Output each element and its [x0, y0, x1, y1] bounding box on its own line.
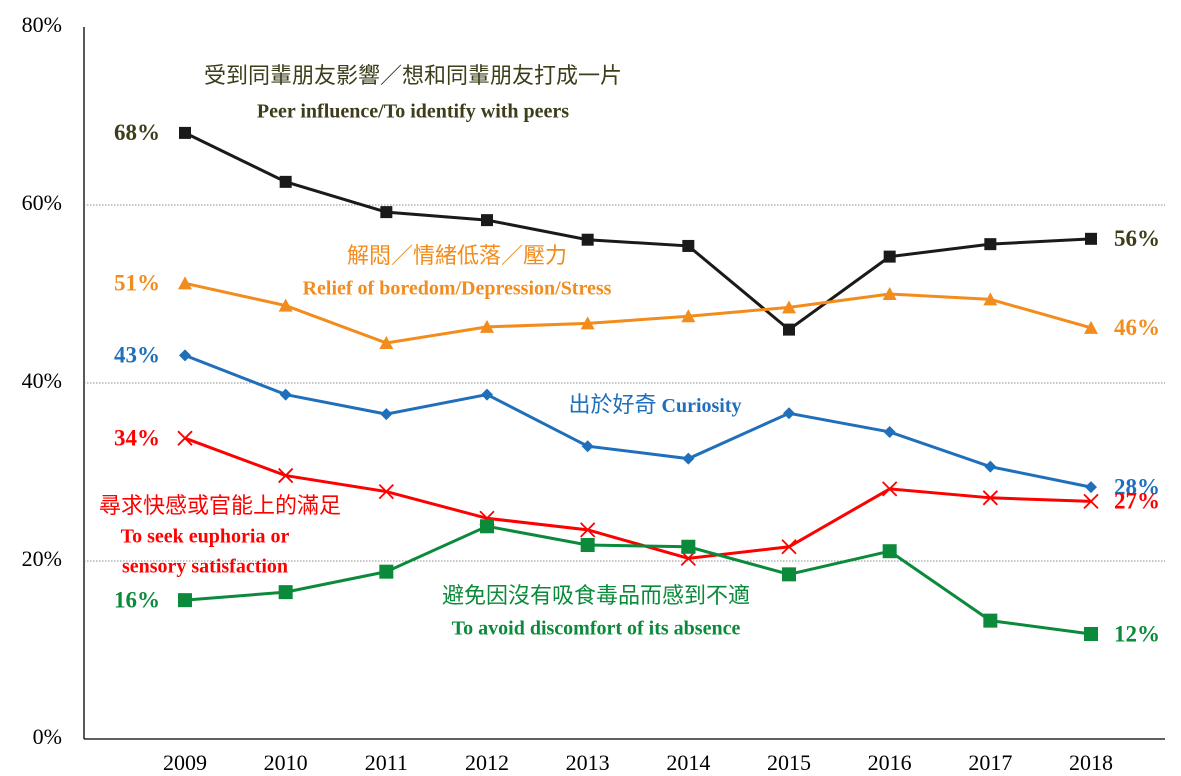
- series-name-en: Relief of boredom/Depression/Stress: [303, 278, 612, 300]
- x-tick-label: 2015: [767, 750, 811, 775]
- series: 68% 56% 受到同輩朋友影響／想和同輩朋友打成一片 Peer influence/…: [114, 63, 1160, 336]
- marker: [580, 316, 595, 330]
- y-tick-label: 80%: [22, 12, 62, 37]
- y-tick-label: 0%: [33, 724, 62, 749]
- line: [184, 524, 1092, 636]
- marker: [580, 522, 596, 538]
- marker: [580, 537, 595, 552]
- y-tick-label: 60%: [22, 190, 62, 215]
- series-name: 尋求快感或官能上的滿足: [99, 493, 341, 518]
- x-tick-label: 2011: [365, 750, 408, 775]
- x-tick-label: 2016: [868, 750, 912, 775]
- marker: [279, 175, 292, 188]
- marker: [681, 539, 696, 554]
- marker: [681, 309, 696, 323]
- data-label: 34%: [114, 425, 160, 450]
- line: [184, 436, 1092, 560]
- marker: [380, 408, 393, 421]
- marker: [984, 238, 997, 251]
- marker: [882, 481, 898, 497]
- x-tick-label: 2018: [1069, 750, 1113, 775]
- data-label: 46%: [1114, 315, 1160, 340]
- series: 43% 28% 出於好奇 Curiosity: [114, 343, 1160, 500]
- marker: [984, 460, 997, 473]
- x-tick-label: 2012: [465, 750, 509, 775]
- data-label: 28%: [1114, 474, 1160, 499]
- y-tick-label: 40%: [22, 368, 62, 393]
- marker: [782, 300, 796, 314]
- marker: [983, 292, 998, 306]
- series: 16% 12% 避免因沒有吸食毒品而感到不適 To avoid discomfort …: [114, 519, 1160, 646]
- marker: [783, 323, 795, 336]
- marker: [783, 407, 795, 420]
- x-tick-label: 2014: [666, 750, 710, 775]
- marker: [481, 214, 493, 227]
- marker: [581, 233, 594, 246]
- marker: [982, 490, 998, 506]
- x-tick-label: 2017: [968, 750, 1012, 775]
- line: [184, 131, 1092, 332]
- line: [184, 354, 1092, 489]
- series-name: 出於好奇: [568, 392, 656, 417]
- data-label: 27%: [1114, 489, 1160, 514]
- marker: [883, 425, 896, 438]
- marker: [378, 483, 394, 500]
- marker: [882, 287, 897, 300]
- marker: [1084, 320, 1098, 334]
- marker: [380, 206, 393, 219]
- data-label: 51%: [114, 271, 160, 296]
- series-name: 受到同輩朋友影響／想和同輩朋友打成一片: [204, 63, 622, 88]
- marker: [178, 593, 192, 608]
- marker: [781, 539, 797, 555]
- marker: [883, 250, 896, 263]
- data-label: 16%: [114, 587, 160, 612]
- series-label: 出於好奇 Curiosity: [568, 392, 741, 417]
- marker: [278, 467, 294, 484]
- marker: [279, 388, 292, 401]
- series-name-en: To seek euphoria or: [121, 526, 290, 548]
- series-name-en: Curiosity: [657, 395, 742, 417]
- marker: [882, 544, 897, 559]
- marker: [379, 564, 394, 579]
- series: 34% 27% 尋求快感或官能上的滿足 To seek euphoria or sens…: [99, 425, 1160, 577]
- series-name-en: sensory satisfaction: [122, 556, 288, 578]
- data-label: 56%: [1114, 226, 1160, 251]
- y-tick-label: 20%: [22, 546, 62, 571]
- marker: [983, 613, 998, 628]
- marker: [581, 440, 594, 453]
- marker: [480, 519, 494, 534]
- x-tick-label: 2013: [566, 750, 610, 775]
- line: [184, 281, 1092, 345]
- marker: [278, 585, 293, 600]
- data-label: 43%: [114, 343, 160, 368]
- marker: [179, 349, 191, 362]
- marker: [177, 430, 193, 446]
- data-label: 12%: [1114, 621, 1160, 646]
- marker: [480, 319, 494, 333]
- marker: [179, 126, 191, 139]
- marker: [782, 567, 796, 582]
- marker: [1085, 232, 1097, 245]
- x-tick-label: 2010: [264, 750, 308, 775]
- marker: [481, 388, 493, 401]
- marker: [1083, 493, 1099, 510]
- series-name-en: Peer influence/To identify with peers: [257, 101, 569, 123]
- marker: [1085, 481, 1097, 494]
- series: 51% 46% 解悶／情緒低落／壓力 Relief of boredom/Depres…: [114, 243, 1160, 349]
- marker: [278, 298, 293, 312]
- marker: [1084, 626, 1098, 641]
- data-label: 68%: [114, 120, 160, 145]
- marker: [379, 335, 394, 349]
- marker: [682, 239, 695, 252]
- series-name: 避免因沒有吸食毒品而感到不適: [442, 583, 750, 608]
- x-tick-label: 2009: [163, 750, 207, 775]
- marker: [178, 276, 192, 290]
- series-name-en: To avoid discomfort of its absence: [452, 618, 741, 640]
- series-name: 解悶／情緒低落／壓力: [347, 243, 567, 268]
- marker: [682, 452, 695, 465]
